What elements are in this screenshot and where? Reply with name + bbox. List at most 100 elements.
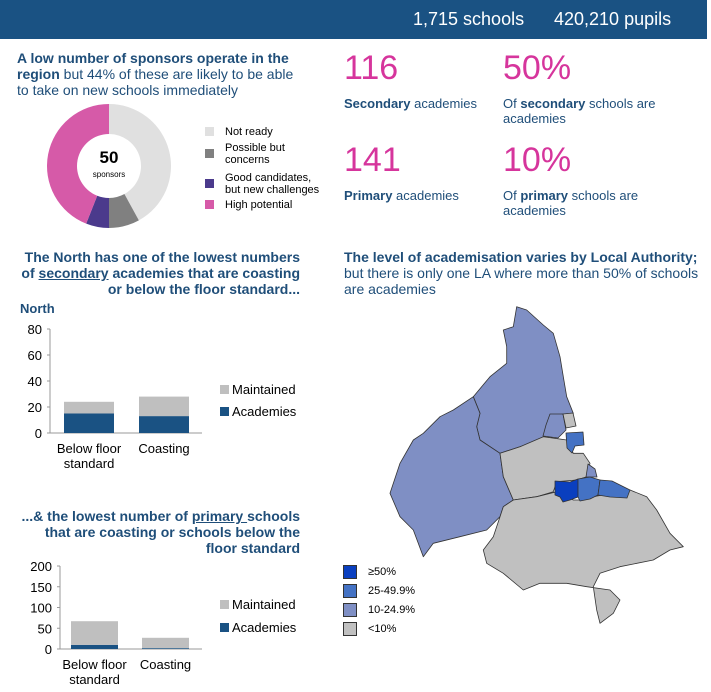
stat-label-pre: Of: [503, 96, 521, 111]
legend-label: High potential: [225, 199, 293, 211]
stat-value: 10%: [503, 141, 572, 179]
y-tick-label: 20: [28, 400, 42, 415]
map-region-durham[interactable]: [499, 436, 591, 501]
donut-center-value: 50: [100, 148, 119, 167]
heading-underlined: secondary: [38, 265, 109, 281]
donut-slice-0: [109, 104, 171, 221]
map-region-redcar[interactable]: [597, 479, 631, 499]
y-tick-label: 200: [30, 559, 52, 574]
legend-label: Academies: [232, 404, 297, 419]
schools-count: 1,715 schools: [413, 9, 525, 29]
pupils-count: 420,210 pupils: [554, 9, 672, 29]
bar-maintained: [142, 637, 189, 649]
x-category-label: standard: [64, 456, 115, 471]
map-legend-label: ≥50%: [368, 566, 397, 578]
legend-label: Not ready: [225, 126, 273, 138]
map-region-sunderland[interactable]: [565, 431, 585, 454]
legend-swatch: [205, 179, 214, 188]
map-legend-label: 25-49.9%: [368, 585, 416, 597]
y-tick-label: 40: [28, 374, 42, 389]
map-region-northumberland[interactable]: [472, 306, 574, 454]
stat-label-bold: Secondary: [344, 96, 411, 111]
header-bar: 1,715 schools 420,210 pupils: [0, 0, 707, 39]
heading-text: The North has one of the lowest numbers …: [21, 249, 300, 281]
legend-label: Good candidates, but new challenges: [225, 172, 320, 196]
bar-academies: [142, 648, 189, 649]
legend-label: Maintained: [232, 382, 296, 397]
x-category-label: Coasting: [138, 441, 189, 456]
map-title-rest: but there is only one LA where more than…: [344, 265, 699, 297]
y-tick-label: 60: [28, 348, 42, 363]
stat-value: 50%: [503, 49, 572, 87]
map-legend-swatch: [343, 565, 357, 579]
stat-label: academies: [392, 188, 459, 203]
donut-slice-1: [109, 194, 139, 228]
map-legend-swatch: [343, 584, 357, 598]
map-legend-label: 10-24.9%: [368, 604, 416, 616]
secondary-heading: The North has one of the lowest numbers …: [10, 249, 300, 297]
legend-swatch: [205, 200, 214, 209]
sponsors-title: A low number of sponsors operate in the …: [17, 50, 307, 98]
map-legend-swatch: [343, 603, 357, 617]
heading-text: academies that are coasting or below the…: [107, 265, 300, 297]
map-title-bold: The level of academisation varies by Loc…: [344, 249, 698, 265]
bar-maintained: [71, 621, 118, 645]
bar-maintained: [139, 396, 189, 417]
legend-swatch: [220, 623, 229, 632]
bar-maintained: [64, 401, 114, 414]
map-region-cumbria[interactable]: [389, 396, 514, 558]
stat-label-pre: Of: [503, 188, 521, 203]
map-region-north-yorkshire[interactable]: [482, 489, 684, 624]
map-legend-label: <10%: [368, 623, 397, 635]
map-region-tyneside-north[interactable]: [562, 412, 577, 429]
stat-primary-academies: 141 Primary academies: [344, 142, 459, 203]
sponsors-title-bold: A low number of sponsors operate in the …: [17, 50, 289, 82]
legend-swatch: [205, 149, 214, 158]
legend-label: Academies: [232, 620, 297, 635]
stat-label-bold: Primary: [344, 188, 393, 203]
legend-swatch: [205, 127, 214, 136]
stat-label-bold: secondary: [520, 96, 586, 111]
map-region-tyneside-west[interactable]: [542, 413, 567, 439]
y-tick-label: 80: [28, 322, 42, 337]
heading-text: ...& the lowest number of: [21, 508, 192, 524]
y-tick-label: 0: [45, 642, 52, 657]
y-tick-label: 50: [38, 621, 52, 636]
stat-label: academies: [410, 96, 477, 111]
map-region-stockton[interactable]: [577, 476, 601, 502]
heading-text: schools that are coasting or schools bel…: [44, 508, 300, 556]
stat-value: 116: [344, 49, 399, 87]
stat-secondary-percent: 50% Of secondary schools are academies: [503, 50, 693, 126]
x-category-label: standard: [69, 672, 120, 687]
donut-center-label: sponsors: [93, 170, 125, 179]
sponsors-donut: 50 sponsors: [47, 104, 171, 228]
y-tick-label: 100: [30, 601, 52, 616]
sponsors-title-rest: but 44% of these are likely to be able t…: [17, 66, 294, 98]
donut-slice-3: [47, 104, 109, 224]
legend-swatch: [220, 407, 229, 416]
chart-title-north: North: [20, 301, 55, 316]
map-title: The level of academisation varies by Loc…: [344, 249, 704, 297]
bar-academies: [64, 413, 114, 433]
primary-heading: ...& the lowest number of primary school…: [10, 508, 300, 556]
x-category-label: Coasting: [140, 657, 191, 672]
y-tick-label: 150: [30, 580, 52, 595]
y-tick-label: 0: [35, 426, 42, 441]
map-region-darlington[interactable]: [554, 478, 579, 503]
legend-label: Maintained: [232, 597, 296, 612]
legend-label: Possible but concerns: [225, 142, 285, 166]
x-category-label: Below floor: [62, 657, 127, 672]
map-region-hartlepool[interactable]: [585, 463, 598, 478]
heading-underlined: primary: [191, 508, 248, 524]
stat-label: schools are academies: [503, 188, 639, 218]
x-category-label: Below floor: [57, 441, 122, 456]
stat-primary-percent: 10% Of primary schools are academies: [503, 142, 673, 218]
map-legend-swatch: [343, 622, 357, 636]
bar-academies: [139, 416, 189, 433]
bar-academies: [71, 644, 118, 649]
legend-swatch: [220, 385, 229, 394]
legend-swatch: [220, 600, 229, 609]
stat-label: schools are academies: [503, 96, 656, 126]
